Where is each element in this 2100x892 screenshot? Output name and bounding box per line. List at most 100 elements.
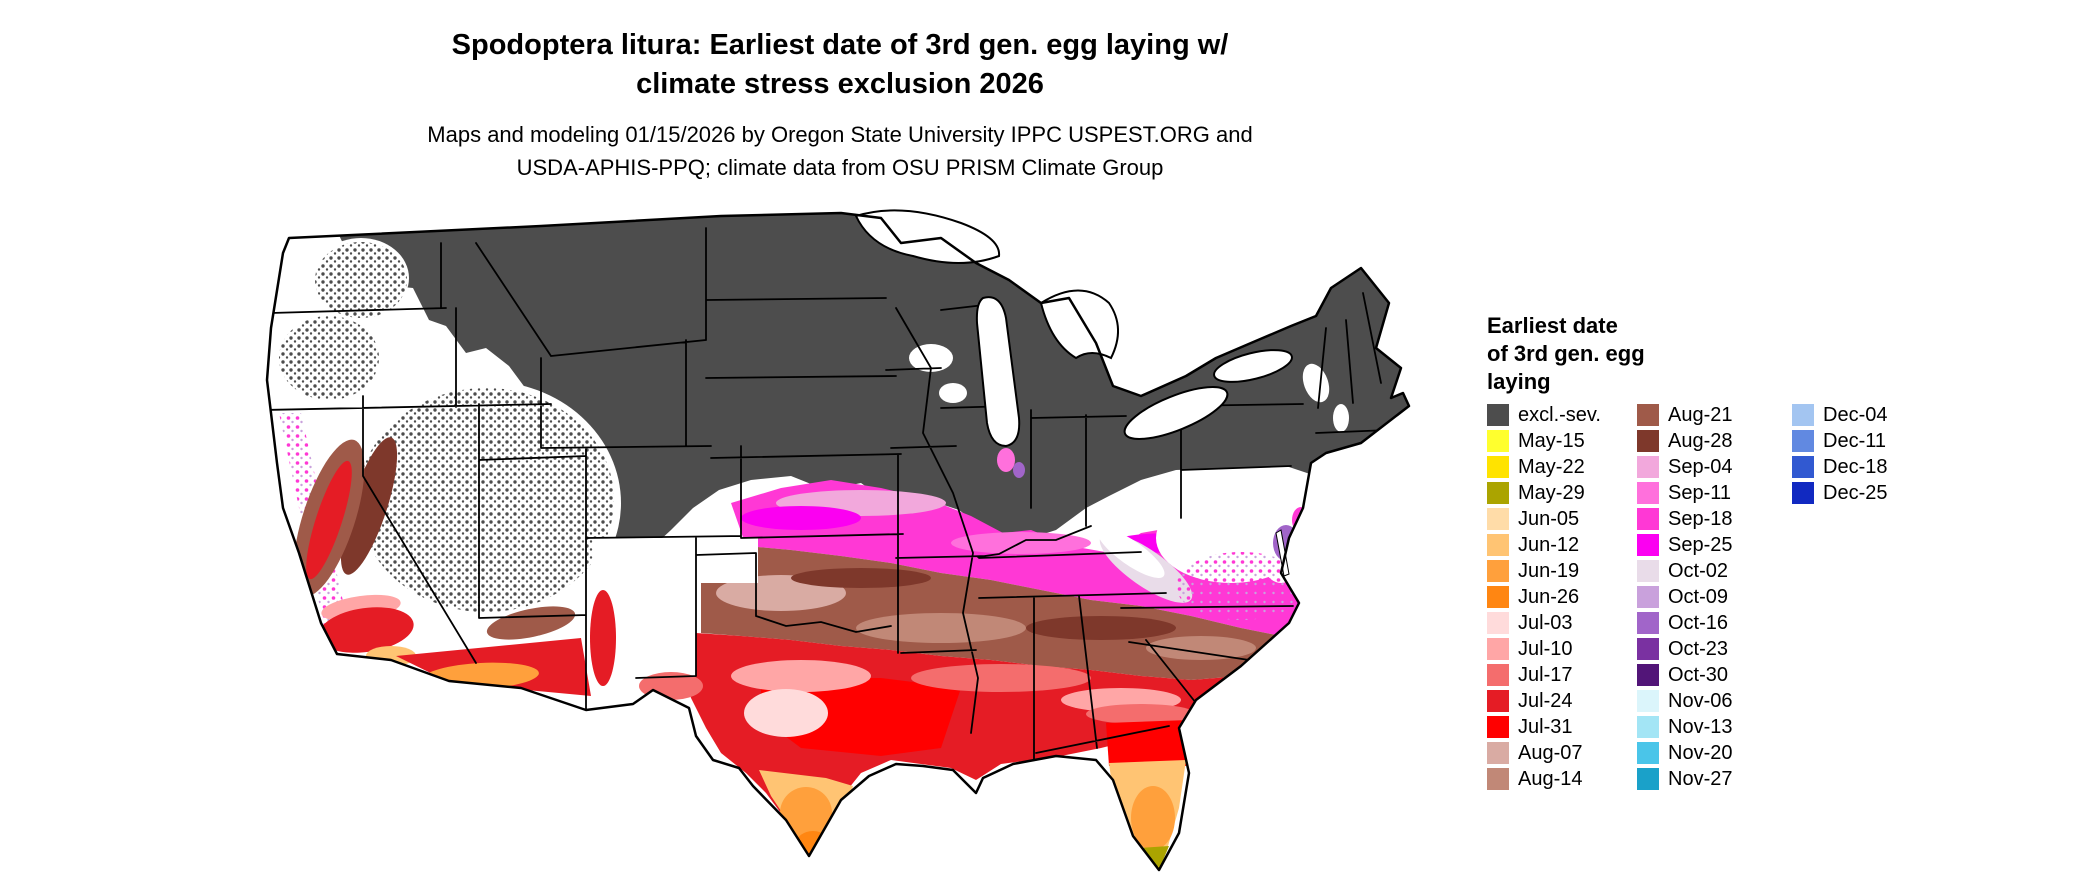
legend-swatch	[1637, 690, 1659, 712]
legend-swatch	[1637, 664, 1659, 686]
legend-swatch	[1637, 716, 1659, 738]
legend-swatch	[1792, 482, 1814, 504]
legend-entry: Oct-16	[1637, 610, 1792, 636]
legend-entry: Nov-20	[1637, 740, 1792, 766]
legend-label: Oct-02	[1668, 559, 1729, 582]
legend-entry: Sep-04	[1637, 454, 1792, 480]
legend-swatch	[1637, 560, 1659, 582]
legend-label: Aug-21	[1668, 403, 1733, 426]
legend-label: Oct-09	[1668, 585, 1729, 608]
us-map	[241, 208, 1447, 884]
legend-label: Aug-14	[1518, 767, 1583, 790]
legend-label: Sep-04	[1668, 455, 1733, 478]
lake-ontario	[1213, 349, 1293, 383]
legend-swatch	[1487, 560, 1509, 582]
legend-entry: Oct-02	[1637, 558, 1792, 584]
legend-label: Nov-06	[1668, 689, 1733, 712]
legend-entry: Sep-18	[1637, 506, 1792, 532]
legend-entry: Jun-26	[1487, 584, 1637, 610]
legend-column-2: Aug-21 Aug-28 Sep-04 Sep-11 Sep-18 Sep-25 Oct-…	[1637, 402, 1792, 792]
title-line-1: Spodoptera litura: Earliest date of 3rd …	[451, 29, 1229, 61]
legend-label: Aug-28	[1668, 429, 1733, 452]
us-map-svg	[265, 209, 1411, 872]
legend-label: Nov-27	[1668, 767, 1733, 790]
legend-entry: Jun-19	[1487, 558, 1637, 584]
lake-michigan	[975, 296, 1021, 448]
subtitle-line-1: Maps and modeling 01/15/2026 by Oregon S…	[427, 122, 1253, 147]
legend-label: Dec-04	[1823, 403, 1888, 426]
legend-label: Aug-07	[1518, 741, 1583, 764]
lake-erie	[1123, 386, 1229, 440]
legend-swatch	[1487, 716, 1509, 738]
legend-swatch	[1487, 456, 1509, 478]
great-lakes	[854, 209, 1293, 448]
legend-entry: Dec-11	[1792, 428, 1887, 454]
legend-swatch	[1792, 430, 1814, 452]
legend-label: Sep-18	[1668, 507, 1733, 530]
legend-label: Jul-17	[1518, 663, 1573, 686]
legend-entry: Oct-23	[1637, 636, 1792, 662]
legend-swatch	[1487, 768, 1509, 790]
legend-swatch	[1487, 534, 1509, 556]
legend-label: May-22	[1518, 455, 1585, 478]
legend-column-3: Dec-04 Dec-11 Dec-18 Dec-25	[1792, 402, 1887, 506]
legend-label: Dec-18	[1823, 455, 1888, 478]
title-line-2: climate stress exclusion 2026	[636, 68, 1044, 100]
legend-entry: Jul-10	[1487, 636, 1637, 662]
legend-label: Jun-19	[1518, 559, 1580, 582]
legend-entry: Oct-30	[1637, 662, 1792, 688]
legend-entry: Aug-14	[1487, 766, 1637, 792]
legend-entry: Jul-31	[1487, 714, 1637, 740]
legend-title-line-2: of 3rd gen. egg	[1487, 341, 1645, 366]
legend-entry: Aug-28	[1637, 428, 1792, 454]
legend-label: Oct-23	[1668, 637, 1729, 660]
legend-swatch	[1792, 404, 1814, 426]
legend-swatch	[1487, 508, 1509, 530]
legend-title: Earliest date of 3rd gen. egg laying	[1487, 312, 1645, 396]
legend-entry: Nov-27	[1637, 766, 1792, 792]
legend-label: Jun-12	[1518, 533, 1580, 556]
legend-label: Nov-13	[1668, 715, 1733, 738]
legend-label: Jul-03	[1518, 611, 1573, 634]
subtitle-line-2: USDA-APHIS-PPQ; climate data from OSU PR…	[516, 155, 1164, 180]
legend-entry: Dec-18	[1792, 454, 1887, 480]
us-outline	[265, 211, 1411, 872]
legend-label: Oct-16	[1668, 611, 1729, 634]
legend-label: Jun-05	[1518, 507, 1580, 530]
legend-swatch	[1637, 768, 1659, 790]
legend-label: May-29	[1518, 481, 1585, 504]
legend-swatch	[1487, 638, 1509, 660]
lake-superior	[854, 209, 1001, 264]
legend-entry: Jul-24	[1487, 688, 1637, 714]
legend-swatch	[1637, 430, 1659, 452]
legend-swatch	[1487, 404, 1509, 426]
legend-entry: Sep-25	[1637, 532, 1792, 558]
lake-huron	[1039, 289, 1119, 360]
legend-entry: Jun-05	[1487, 506, 1637, 532]
legend-label: Nov-20	[1668, 741, 1733, 764]
legend-label: Sep-11	[1668, 481, 1732, 504]
legend-label: excl.-sev.	[1518, 403, 1601, 426]
legend-label: Dec-25	[1823, 481, 1888, 504]
legend-swatch	[1637, 586, 1659, 608]
page-title: Spodoptera litura: Earliest date of 3rd …	[240, 26, 1440, 104]
legend-entry: Aug-07	[1487, 740, 1637, 766]
legend-entry: Nov-06	[1637, 688, 1792, 714]
legend-entry: Nov-13	[1637, 714, 1792, 740]
legend-entry: excl.-sev.	[1487, 402, 1637, 428]
legend-swatch	[1487, 586, 1509, 608]
legend-entry: Oct-09	[1637, 584, 1792, 610]
legend-label: Jul-10	[1518, 637, 1573, 660]
legend-entry: Aug-21	[1637, 402, 1792, 428]
legend-entry: Jun-12	[1487, 532, 1637, 558]
legend-label: Oct-30	[1668, 663, 1729, 686]
legend-entry: Dec-04	[1792, 402, 1887, 428]
legend-swatch	[1487, 430, 1509, 452]
legend: excl.-sev. May-15 May-22 May-29 Jun-05 Jun-12…	[1487, 402, 1887, 792]
legend-column-1: excl.-sev. May-15 May-22 May-29 Jun-05 Jun-12…	[1487, 402, 1637, 792]
legend-entry: Jul-17	[1487, 662, 1637, 688]
legend-swatch	[1637, 742, 1659, 764]
legend-entry: May-22	[1487, 454, 1637, 480]
legend-label: May-15	[1518, 429, 1585, 452]
